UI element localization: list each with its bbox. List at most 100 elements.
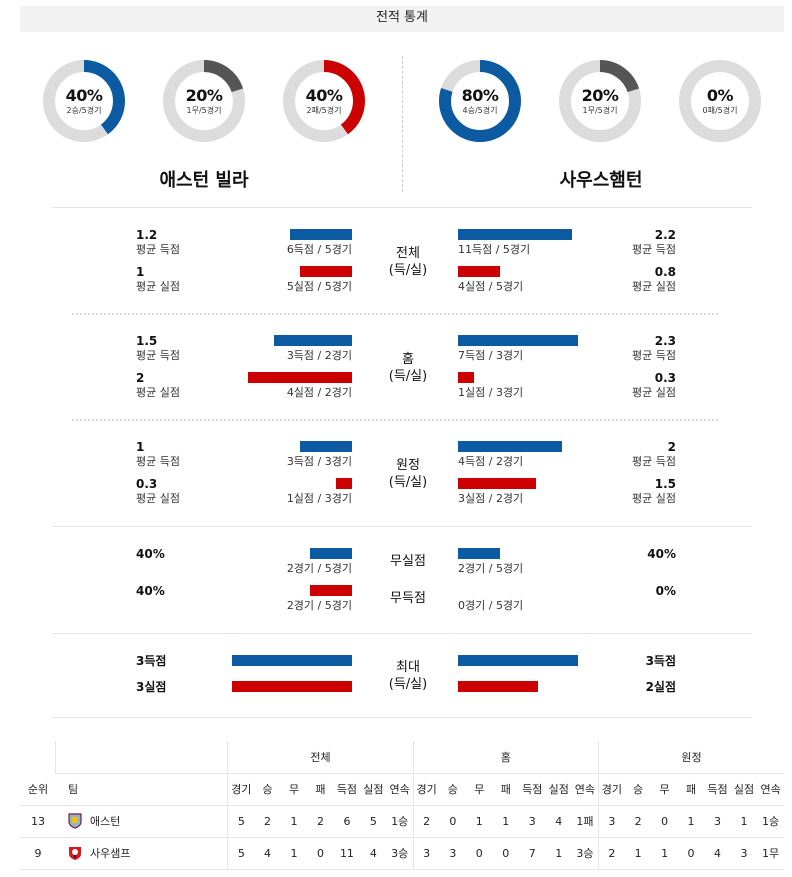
- team-name: 애스턴: [89, 815, 121, 828]
- stat-cell: 0: [651, 805, 678, 838]
- bar-label: 2경기 / 5경기: [286, 562, 352, 575]
- label: 평균 득점: [632, 455, 676, 468]
- away-max-conceded-bar: [458, 681, 539, 692]
- stat-cell: 1승: [757, 805, 784, 838]
- donut-percent: 40%: [305, 86, 343, 105]
- away-avg-scored: 2: [667, 440, 676, 454]
- stat-cell: 5: [227, 805, 255, 838]
- record-donut: 20% 1무/5경기: [162, 59, 246, 143]
- divider: [52, 207, 752, 208]
- stat-cell: 0: [466, 837, 493, 870]
- team-name: 사우샘프: [89, 847, 131, 860]
- stat-cell: 2: [307, 805, 334, 838]
- donut-ring: [43, 60, 125, 142]
- group-header-home: 홈: [412, 741, 599, 774]
- donut-record: 2승/5경기: [66, 106, 102, 115]
- column-header: 득점: [519, 773, 546, 806]
- label: 평균 실점: [632, 492, 676, 505]
- column-header: 승: [439, 773, 467, 806]
- bar-label: 3득점 / 2경기: [286, 349, 352, 362]
- home-conceded-bar: [248, 372, 352, 383]
- stat-cell: 1: [624, 837, 652, 870]
- label: 평균 실점: [136, 386, 180, 399]
- home-max-scored: 3득점: [136, 654, 167, 668]
- donut-fill: [43, 60, 125, 142]
- home-scored-bar: [300, 441, 352, 452]
- label: 평균 득점: [136, 349, 180, 362]
- stat-cell: 1: [466, 805, 493, 838]
- donut-percent: 20%: [185, 86, 223, 105]
- bar-label: 2경기 / 5경기: [286, 599, 352, 612]
- record-donut: 40% 2승/5경기: [42, 59, 126, 143]
- category-label: 무득점: [390, 591, 426, 606]
- southampton-crest-icon: [68, 847, 81, 860]
- home-scored-bar: [289, 229, 352, 240]
- stat-cell: 3: [597, 805, 625, 838]
- stat-cell: 6: [333, 805, 361, 838]
- stat-cell: 2: [624, 805, 652, 838]
- stat-cell: 1패: [571, 805, 599, 838]
- bar-label: 0경기 / 5경기: [458, 599, 524, 612]
- team-header: 팀: [55, 773, 228, 806]
- donut-ring: [559, 60, 641, 142]
- rank-cell: 13: [20, 805, 56, 838]
- donut-fill: [283, 60, 365, 142]
- away-avg-conceded: 0.3: [654, 371, 676, 385]
- column-header: 무: [466, 773, 493, 806]
- away-conceded-bar: [458, 372, 474, 383]
- column-header: 실점: [545, 773, 572, 806]
- away-avg-scored: 2.2: [654, 228, 676, 242]
- divider: [52, 526, 752, 527]
- label: 평균 득점: [632, 243, 676, 256]
- stat-cell: 1: [492, 805, 519, 838]
- donut-record: 0패/5경기: [702, 106, 738, 115]
- label: 평균 실점: [632, 386, 676, 399]
- home-clean-sheet-pct: 40%: [136, 547, 165, 561]
- team-cell[interactable]: 사우샘프: [55, 837, 228, 870]
- donut-record: 1무/5경기: [582, 106, 618, 115]
- column-header-row: 순위 팀 경기 승 무 패 득점 실점 연속 경기 승 무 패 득점 실점 연속 경기 승 무 패 득점 실점 연속: [20, 773, 784, 806]
- label: 평균 득점: [632, 349, 676, 362]
- donut-track: [679, 60, 761, 142]
- category-label: 전체 (득/실): [388, 246, 428, 278]
- away-avg-conceded: 1.5: [654, 477, 676, 491]
- table-row[interactable]: 13 애스턴 5 2 1 2 6 5 1승 2 0 1 1 3 4 1패 3 2 0 1 3 1 1승: [20, 805, 784, 838]
- donut-record: 1무/5경기: [186, 106, 222, 115]
- bar-label: 7득점 / 3경기: [458, 349, 524, 362]
- donut-ring: [679, 60, 761, 142]
- home-avg-scored: 1.5: [136, 334, 158, 348]
- stat-cell: 3승: [386, 837, 414, 870]
- stat-cell: 3: [730, 837, 758, 870]
- stat-cell: 4: [704, 837, 731, 870]
- away-clean-sheet-bar: [458, 548, 500, 559]
- section-title: 전적 통계: [20, 6, 784, 32]
- stat-cell: 1: [677, 805, 705, 838]
- category-label: 무실점: [390, 554, 426, 569]
- label: 평균 실점: [136, 280, 180, 293]
- divider: [52, 633, 752, 634]
- column-header: 경기: [227, 773, 255, 806]
- stat-cell: 5: [360, 805, 387, 838]
- away-max-conceded: 2실점: [645, 680, 676, 694]
- column-header: 실점: [360, 773, 387, 806]
- table-row[interactable]: 9 사우샘프 5 4 1 0 11 4 3승 3 3 0 0 7 1 3승 2 1 1 0 4 3 1무: [20, 837, 784, 870]
- donut-ring: [439, 60, 521, 142]
- donut-percent: 40%: [65, 86, 103, 105]
- label: 평균 득점: [136, 243, 180, 256]
- home-avg-scored: 1.2: [136, 228, 158, 242]
- stat-cell: 1승: [386, 805, 414, 838]
- team-cell[interactable]: 애스턴: [55, 805, 228, 838]
- stat-cell: 3: [439, 837, 467, 870]
- donut-fill: [439, 60, 521, 142]
- stat-cell: 1무: [757, 837, 784, 870]
- column-header: 실점: [730, 773, 758, 806]
- record-donut: 80% 4승/5경기: [438, 59, 522, 143]
- column-header: 무: [280, 773, 308, 806]
- bar-label: 1실점 / 3경기: [286, 492, 352, 505]
- home-avg-conceded: 0.3: [136, 477, 158, 491]
- column-header: 승: [624, 773, 652, 806]
- category-label: 홈 (득/실): [388, 352, 428, 384]
- stat-cell: 3: [704, 805, 731, 838]
- stat-cell: 1: [545, 837, 572, 870]
- stat-cell: 0: [677, 837, 705, 870]
